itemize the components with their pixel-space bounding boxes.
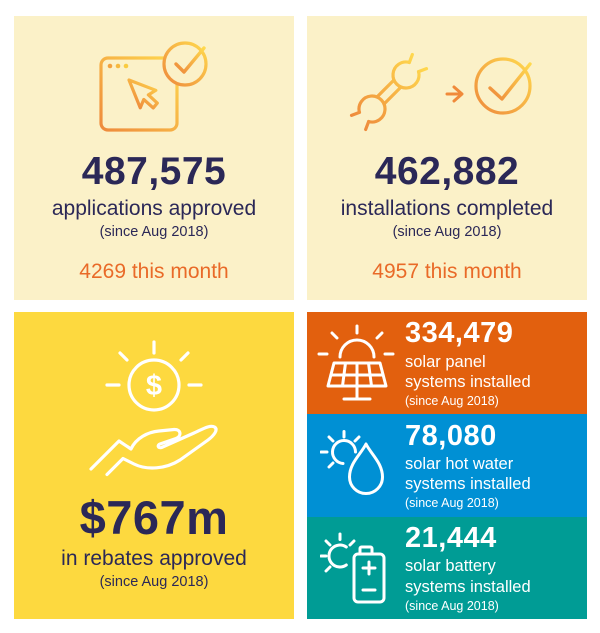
solar-hot-water-label-line2: systems installed	[405, 475, 531, 494]
systems-panel: 334,479 solar panel systems installed (s…	[307, 312, 587, 619]
solar-battery-row: 21,444 solar battery systems installed (…	[307, 516, 587, 619]
solar-panel-since: (since Aug 2018)	[405, 394, 499, 408]
applications-label: applications approved	[51, 196, 257, 220]
solar-battery-label-line1: solar battery	[405, 557, 496, 576]
solar-hot-water-label-line1: solar hot water	[405, 455, 514, 474]
installations-label: installations completed	[340, 196, 554, 220]
installations-count: 462,882	[374, 150, 520, 193]
applications-card: 487,575 applications approved (since Aug…	[14, 16, 294, 300]
hand-coin-icon: $	[79, 336, 229, 478]
solar-panel-label-line1: solar panel	[405, 352, 486, 371]
solar-panel-row: 334,479 solar panel systems installed (s…	[307, 312, 587, 415]
rebates-card: $ $767m in rebates approved (since Aug 2…	[14, 312, 294, 619]
applications-since: (since Aug 2018)	[99, 223, 209, 240]
solar-hot-water-since: (since Aug 2018)	[405, 496, 499, 511]
solar-panel-label-line2: systems installed	[405, 372, 531, 391]
solar-panel-icon	[307, 321, 405, 405]
solar-panel-count: 334,479	[405, 317, 514, 350]
installations-card: 462,882 installations completed (since A…	[307, 16, 587, 300]
applications-monthly: 4269 this month	[79, 259, 229, 283]
installations-monthly: 4957 this month	[372, 259, 522, 283]
solar-hot-water-icon	[307, 430, 405, 500]
solar-battery-icon	[307, 528, 405, 608]
applications-count: 487,575	[81, 150, 227, 193]
wrench-check-icon	[347, 38, 547, 138]
rebates-label: in rebates approved	[61, 546, 247, 570]
rebates-since: (since Aug 2018)	[99, 573, 209, 590]
solar-battery-count: 21,444	[405, 521, 497, 554]
solar-battery-since: (since Aug 2018)	[405, 598, 499, 613]
solar-battery-label-line2: systems installed	[405, 577, 531, 596]
solar-hot-water-count: 78,080	[405, 419, 497, 452]
installations-since: (since Aug 2018)	[392, 223, 502, 240]
browser-click-check-icon	[93, 38, 215, 138]
solar-hot-water-row: 78,080 solar hot water systems installed…	[307, 414, 587, 517]
rebates-amount: $767m	[79, 491, 229, 544]
svg-text:$: $	[146, 370, 162, 402]
